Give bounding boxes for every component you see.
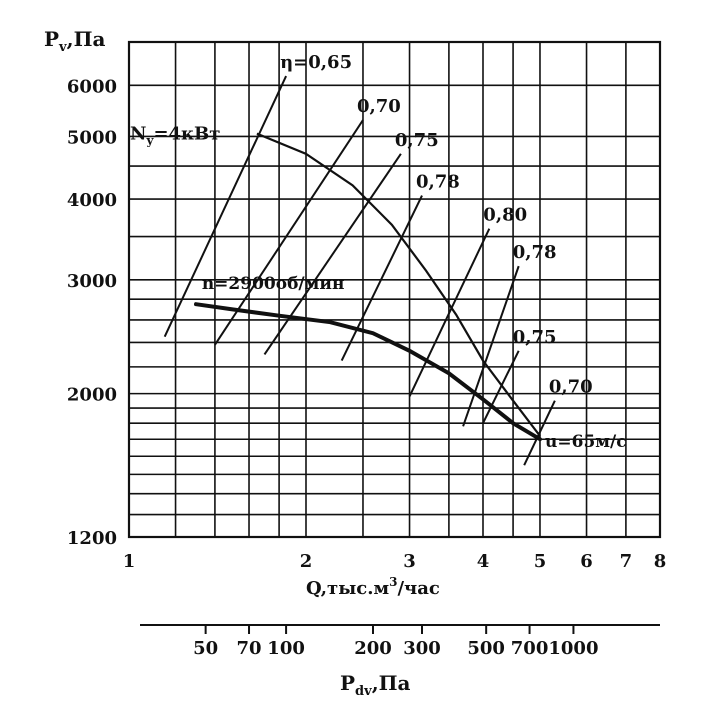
efficiency-label: η=0,65 <box>280 52 352 73</box>
y-tick-label: 4000 <box>67 190 117 211</box>
efficiency-line <box>408 228 491 397</box>
power-label: Ny=4кВт <box>130 123 220 147</box>
plot-frame <box>127 40 662 539</box>
speed-label: n=2900об/мин <box>202 274 345 294</box>
efficiency-line <box>340 195 423 362</box>
x-tick-label: 7 <box>620 551 633 572</box>
x-tick-label: 3 <box>403 551 416 572</box>
y-tick-label: 6000 <box>67 76 117 97</box>
pdv-tick-label: 1000 <box>548 638 598 659</box>
pdv-tick-label: 100 <box>267 638 305 659</box>
efficiency-label: 0,75 <box>513 327 557 348</box>
pdv-axis-label: Pdv,Па <box>340 671 411 699</box>
efficiency-label: 0,78 <box>416 172 460 193</box>
annotations: η=0,65 0,70 0,75 0,78 0,80 0,78 0,75 0,70 Ny=4кВ… <box>130 52 627 452</box>
efficiency-line <box>462 265 520 427</box>
x-tick-label: 5 <box>534 551 547 572</box>
pressure-curve <box>194 302 542 442</box>
power-curve <box>256 132 541 437</box>
efficiency-line <box>163 75 287 338</box>
y-tick-label: 5000 <box>67 127 117 148</box>
pdv-tick-label: 50 <box>193 638 218 659</box>
efficiency-label: 0,80 <box>483 205 527 226</box>
efficiency-line <box>523 400 556 466</box>
efficiency-line <box>482 350 520 424</box>
x-tick-label: 4 <box>477 551 490 572</box>
pdv-tick-label: 300 <box>403 638 441 659</box>
efficiency-label: 0,70 <box>357 96 401 117</box>
velocity-label: u=65м/с <box>545 432 627 452</box>
pdv-tick-label: 700 <box>511 638 549 659</box>
x-tick-label: 8 <box>654 551 667 572</box>
efficiency-line <box>214 119 364 346</box>
y-tick-labels: 1200 2000 3000 4000 5000 6000 <box>67 76 117 549</box>
y-axis-label: Pv,Па <box>44 27 105 55</box>
y-tick-label: 3000 <box>67 271 117 292</box>
efficiency-line <box>263 153 402 355</box>
x-tick-label: 2 <box>300 551 313 572</box>
y-tick-label: 1200 <box>67 528 117 549</box>
pdv-tick-label: 70 <box>236 638 261 659</box>
y-tick-label: 2000 <box>67 385 117 406</box>
x-tick-label: 1 <box>123 551 136 572</box>
pdv-axis-ticks: 50 70 100 200 300 500 700 1000 <box>193 625 598 659</box>
curves <box>194 132 542 442</box>
x-axis-label: Q,тыс.м3/час <box>306 575 440 599</box>
efficiency-label: 0,78 <box>513 242 557 263</box>
efficiency-label: 0,70 <box>549 377 593 398</box>
pdv-tick-label: 500 <box>467 638 505 659</box>
efficiency-lines <box>163 75 556 466</box>
pdv-tick-label: 200 <box>354 638 392 659</box>
efficiency-label: 0,75 <box>395 130 439 151</box>
x-tick-label: 6 <box>580 551 593 572</box>
